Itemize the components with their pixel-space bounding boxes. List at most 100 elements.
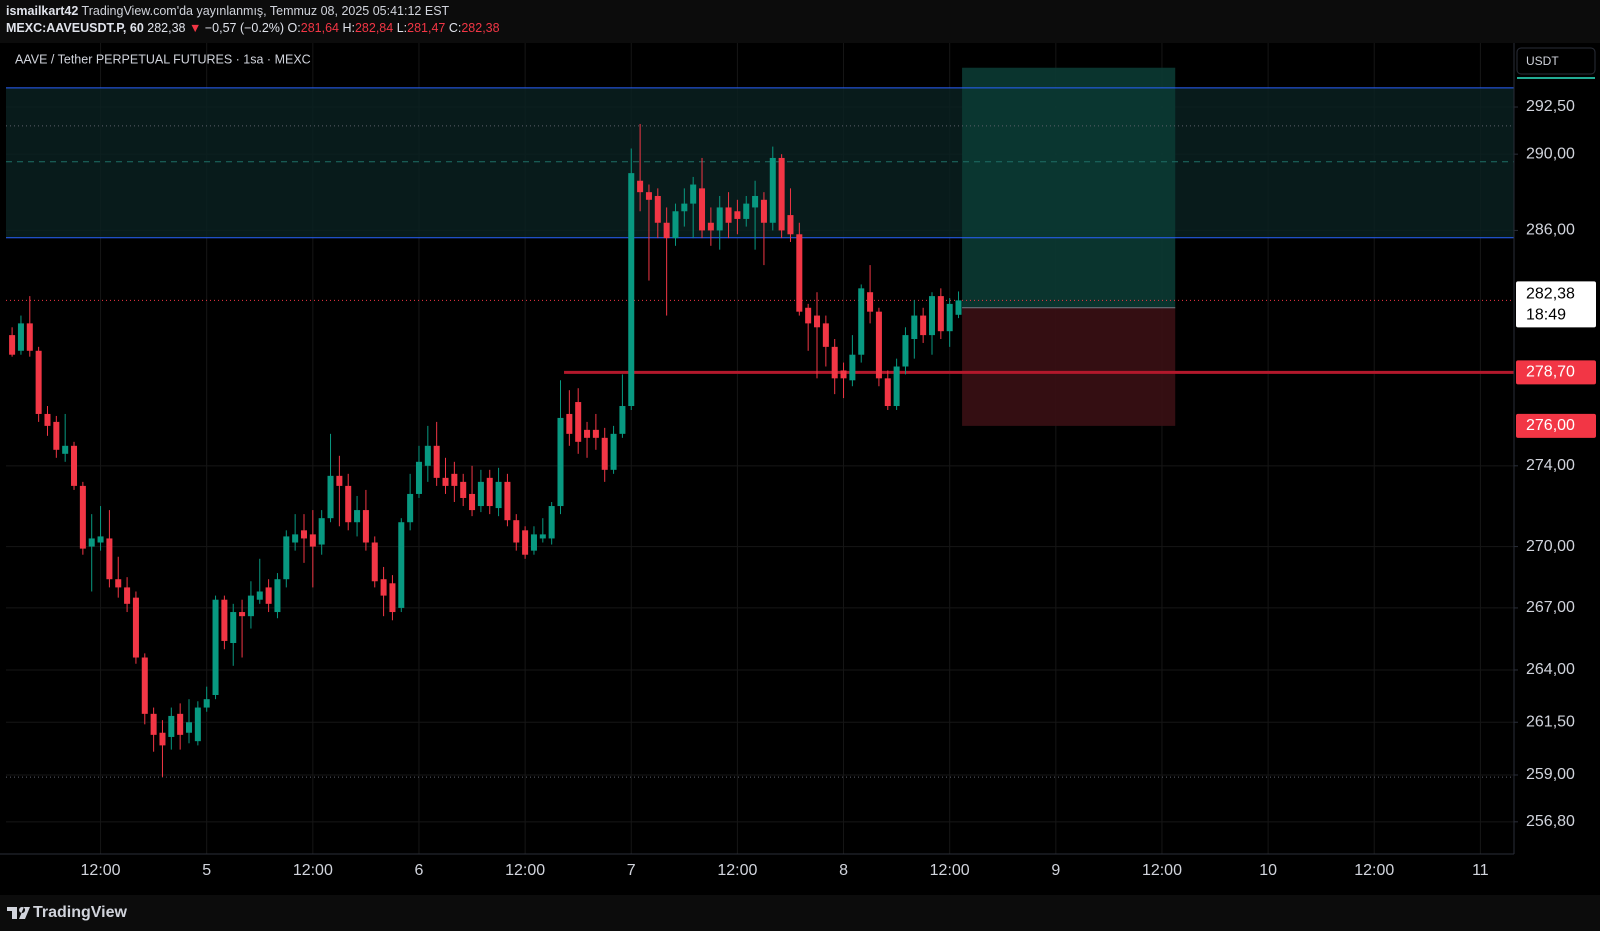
o-label: O:: [287, 21, 301, 35]
candle-body: [477, 481, 484, 507]
candle-body: [239, 612, 246, 617]
logo-mark: [7, 907, 30, 919]
x-tick-label: 7: [627, 862, 636, 879]
candle-body: [760, 199, 767, 223]
candle-body: [575, 402, 582, 442]
level-tag: [1516, 360, 1596, 385]
candle-body: [672, 211, 679, 239]
candle-body: [221, 599, 228, 641]
candle-body: [796, 234, 803, 312]
candle-body: [292, 534, 299, 543]
brand: TradingView: [33, 904, 127, 921]
user: ismailkart42: [6, 4, 79, 18]
y-tick-label: 274,00: [1526, 457, 1575, 474]
candle-body: [185, 722, 193, 733]
candle-body: [398, 522, 405, 608]
candle-body: [522, 530, 529, 555]
header-line: MEXC:AAVEUSDT.P, 60 282,38 ▼ −0,57 (−0.2…: [6, 21, 500, 36]
candle-body: [920, 315, 927, 336]
candle-body: [230, 612, 237, 644]
candle-body: [469, 493, 476, 511]
candle-body: [734, 211, 741, 219]
candle-body: [212, 599, 219, 696]
candle-body: [902, 335, 909, 367]
candle-body: [619, 406, 626, 434]
candle-body: [743, 203, 750, 219]
candle-body: [530, 534, 537, 551]
candle-body: [637, 180, 644, 193]
candle-body: [442, 477, 449, 486]
candle-body: [601, 437, 608, 470]
candle-body: [628, 173, 635, 407]
candle-body: [584, 429, 591, 438]
stop-tag: [1516, 413, 1596, 438]
x-tick-label: 12:00: [293, 862, 333, 879]
candle-body: [132, 597, 139, 658]
candle-body: [955, 300, 962, 315]
x-tick-label: 9: [1051, 862, 1060, 879]
candle-body: [778, 157, 785, 231]
header: ismailkart42 TradingView.com'da yayınlan…: [0, 0, 1600, 43]
x-tick-label: 12:00: [1354, 862, 1394, 879]
footer: TradingView: [0, 895, 1600, 931]
candle-body: [840, 370, 847, 379]
candle-body: [256, 591, 263, 600]
candle-body: [513, 520, 520, 543]
candle-body: [690, 184, 697, 204]
candle-body: [265, 587, 272, 604]
candle-body: [362, 510, 369, 543]
candle-body: [53, 421, 60, 450]
candle-body: [407, 493, 414, 523]
candle-body: [26, 323, 33, 351]
arrow: ▼: [188, 21, 202, 35]
candle-body: [71, 445, 78, 486]
candle-body: [867, 292, 874, 312]
y-tick-label: 264,00: [1526, 661, 1575, 678]
candle-body: [486, 477, 493, 507]
candle-body: [159, 732, 166, 746]
y-tick-label: 267,00: [1526, 599, 1575, 616]
candle-body: [725, 207, 732, 223]
candle-body: [327, 475, 334, 519]
h-value: 282,84: [354, 21, 394, 35]
candle-body: [17, 323, 24, 351]
candle-body: [928, 296, 936, 336]
candle-body: [495, 481, 502, 509]
candle-body: [309, 534, 316, 547]
o-value: 281,64: [300, 21, 339, 35]
change: −0,57 (−0.2%): [204, 21, 285, 35]
stop-zone: [962, 307, 1176, 426]
candle-body: [893, 366, 900, 407]
candle-body: [699, 188, 706, 231]
y-tick-label: 290,00: [1526, 145, 1575, 162]
candle-body: [937, 296, 944, 332]
published: TradingView.com'da yayınlanmış, Temmuz 0…: [81, 4, 450, 18]
x-tick-label: 5: [202, 862, 211, 879]
candle-body: [787, 215, 794, 235]
l-label: L:: [396, 21, 408, 35]
candle-body: [124, 587, 131, 604]
candle-body: [88, 538, 95, 547]
candle-body: [389, 583, 396, 613]
candle-body: [97, 536, 104, 543]
candle-body: [150, 713, 157, 735]
candle-body: [663, 222, 670, 239]
candle-body: [858, 288, 865, 355]
x-tick-label: 6: [415, 862, 424, 879]
x-tick-label: 10: [1259, 862, 1277, 879]
candle-body: [875, 311, 882, 379]
last-price-tag: [1516, 281, 1596, 328]
candle-body: [354, 510, 361, 523]
price-axis: [1514, 43, 1600, 854]
x-tick-label: 12:00: [505, 862, 545, 879]
candle-body: [592, 429, 599, 438]
y-tick-label: 261,50: [1526, 713, 1575, 730]
y-tick-label: 286,00: [1526, 222, 1575, 239]
candle-body: [247, 595, 254, 617]
candle-body: [645, 192, 652, 200]
symbol: MEXC:AAVEUSDT.P, 60: [6, 21, 144, 35]
candle-body: [654, 195, 661, 223]
candle-body: [805, 307, 812, 324]
level-tag-label: 278,70: [1526, 364, 1575, 381]
candle-body: [681, 203, 688, 212]
